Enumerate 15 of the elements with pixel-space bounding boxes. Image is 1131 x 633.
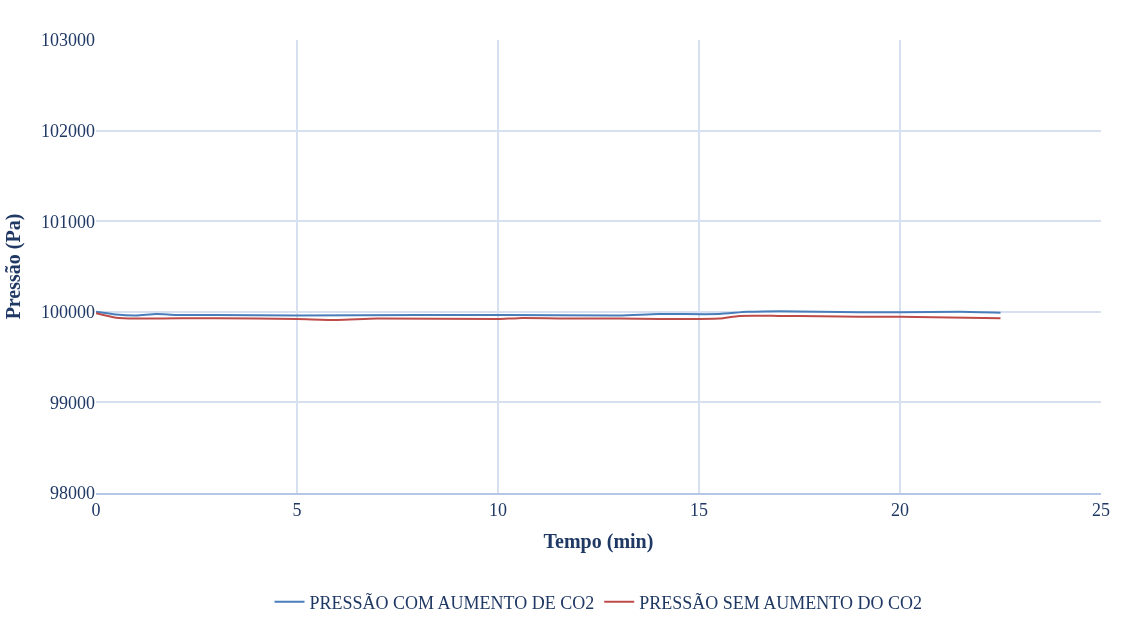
x-tick-label: 5 xyxy=(292,500,302,521)
y-tick-label: 102000 xyxy=(41,120,95,141)
x-tick-label: 20 xyxy=(891,500,909,521)
y-tick-label: 99000 xyxy=(50,392,95,413)
legend-label: PRESSÃO SEM AUMENTO DO CO2 xyxy=(639,591,922,613)
y-axis-title: Pressão (Pa) xyxy=(1,213,25,320)
x-tick-label: 10 xyxy=(489,500,507,521)
x-tick-label: 15 xyxy=(690,500,708,521)
x-axis-title: Tempo (min) xyxy=(543,530,654,554)
line-series xyxy=(96,312,1002,321)
legend-label: PRESSÃO COM AUMENTO DE CO2 xyxy=(309,591,595,613)
x-tick-label: 25 xyxy=(1092,500,1110,521)
y-tick-label: 100000 xyxy=(41,302,95,323)
y-tick-label: 103000 xyxy=(41,30,95,51)
y-tick-label: 101000 xyxy=(41,211,95,232)
